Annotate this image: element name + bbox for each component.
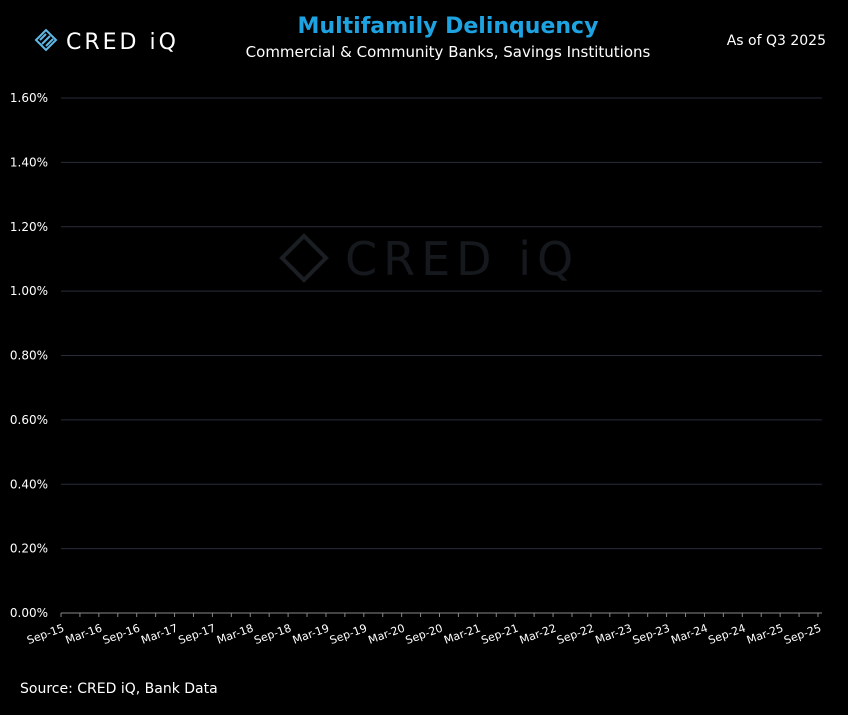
x-tick-label: Sep-23 xyxy=(631,622,672,647)
x-tick-label: Mar-19 xyxy=(291,622,331,647)
x-tick-label: Sep-19 xyxy=(328,622,369,647)
x-tick-label: Sep-22 xyxy=(555,622,596,647)
x-tick-label: Sep-17 xyxy=(177,622,218,647)
logo: CRED iQ xyxy=(66,30,179,55)
y-tick-label: 0.60% xyxy=(10,413,48,427)
x-tick-label: Mar-17 xyxy=(139,622,179,647)
x-tick-label: Sep-15 xyxy=(25,622,66,647)
x-tick-label: Sep-25 xyxy=(782,622,823,647)
watermark-icon xyxy=(279,233,329,283)
x-tick-label: Mar-24 xyxy=(669,622,709,647)
as-of: As of Q3 2025 xyxy=(727,33,826,49)
y-tick-label: 0.80% xyxy=(10,349,48,363)
x-tick-label: Sep-16 xyxy=(101,622,142,647)
logo-icon xyxy=(34,28,58,52)
y-tick-label: 1.40% xyxy=(10,155,48,169)
x-tick-label: Mar-18 xyxy=(215,622,255,647)
x-tick-label: Sep-18 xyxy=(252,622,293,647)
chart-subtitle: Commercial & Community Banks, Savings In… xyxy=(246,43,651,61)
y-tick-label: 0.40% xyxy=(10,477,48,491)
source: Source: CRED iQ, Bank Data xyxy=(20,681,218,697)
watermark: CRED iQ xyxy=(345,232,579,286)
x-tick-label: Mar-21 xyxy=(442,622,482,647)
x-tick-label: Sep-20 xyxy=(404,622,445,647)
x-tick-label: Mar-25 xyxy=(745,622,785,647)
x-tick-label: Mar-16 xyxy=(64,622,104,647)
x-tick-label: Mar-22 xyxy=(518,622,558,647)
x-tick-label: Sep-24 xyxy=(707,622,748,647)
y-tick-label: 1.20% xyxy=(10,220,48,234)
x-tick-label: Sep-21 xyxy=(479,622,520,647)
y-tick-label: 1.00% xyxy=(10,284,48,298)
x-tick-label: Mar-20 xyxy=(366,622,406,647)
x-tick-label: Mar-23 xyxy=(594,622,634,647)
y-tick-label: 0.00% xyxy=(10,606,48,620)
chart-title: Multifamily Delinquency xyxy=(298,14,599,39)
y-tick-label: 1.60% xyxy=(10,91,48,105)
y-tick-label: 0.20% xyxy=(10,542,48,556)
